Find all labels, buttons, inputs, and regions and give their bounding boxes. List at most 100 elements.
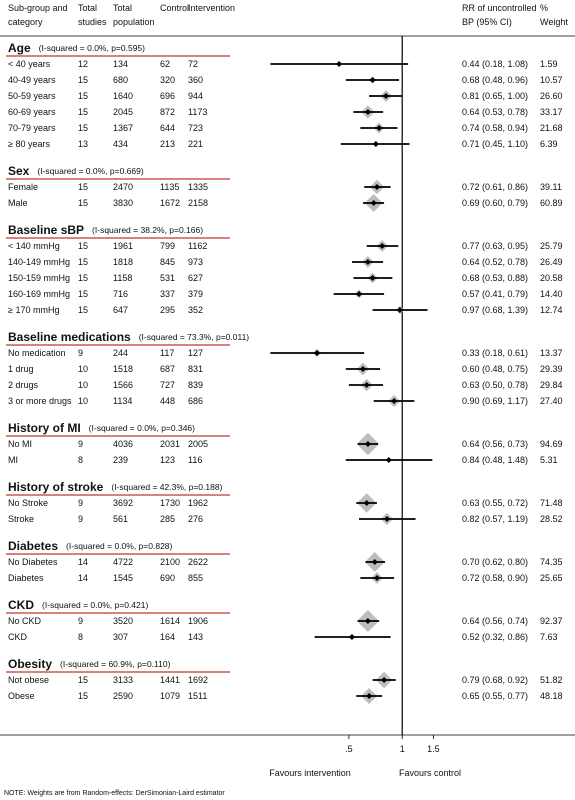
cell-weight-label: 13.37 [540,348,563,358]
cell-studies: 9 [78,439,83,449]
cell-control: 690 [160,573,175,583]
cell-population: 3830 [113,198,133,208]
cell-studies: 12 [78,59,88,69]
group-name: Baseline medications [8,330,131,344]
cell-control: 1441 [160,675,180,685]
x-tick-label: .5 [345,744,353,754]
cell-population: 1518 [113,364,133,374]
group-stat: (I-squared = 0.0%, p=0.595) [39,43,145,53]
column-header: RR of uncontrolled [462,3,537,13]
point-estimate [364,441,371,447]
cell-control: 687 [160,364,175,374]
cell-label: ≥ 170 mmHg [8,305,59,315]
point-estimate [366,693,373,699]
column-header: Weight [540,17,568,27]
cell-weight-label: 33.17 [540,107,563,117]
cell-population: 1566 [113,380,133,390]
cell-control: 295 [160,305,175,315]
cell-studies: 8 [78,455,83,465]
cell-population: 647 [113,305,128,315]
cell-control: 164 [160,632,175,642]
cell-intervention: 627 [188,273,203,283]
cell-population: 1818 [113,257,133,267]
cell-control: 123 [160,455,175,465]
cell-intervention: 839 [188,380,203,390]
group-stat: (I-squared = 0.0%, p=0.346) [89,423,195,433]
cell-ci-label: 0.60 (0.48, 0.75) [462,364,528,374]
column-header: Sub-group and [8,3,68,13]
point-estimate [370,200,377,206]
cell-intervention: 944 [188,91,203,101]
cell-population: 1961 [113,241,133,251]
cell-studies: 15 [78,273,88,283]
cell-intervention: 1173 [188,107,207,117]
cell-ci-label: 0.74 (0.58, 0.94) [462,123,528,133]
cell-studies: 15 [78,241,88,251]
x-tick-label: 1.5 [427,744,440,754]
cell-label: No MI [8,439,32,449]
cell-population: 561 [113,514,128,524]
cell-control: 799 [160,241,175,251]
cell-population: 3692 [113,498,133,508]
cell-studies: 9 [78,616,83,626]
cell-intervention: 1162 [188,241,207,251]
cell-studies: 15 [78,182,88,192]
cell-label: No Diabetes [8,557,58,567]
cell-weight-label: 26.60 [540,91,563,101]
point-estimate [383,516,390,522]
cell-ci-label: 0.64 (0.53, 0.78) [462,107,528,117]
cell-ci-label: 0.64 (0.56, 0.74) [462,616,528,626]
cell-label: Stroke [8,514,34,524]
cell-control: 727 [160,380,175,390]
cell-label: Female [8,182,38,192]
cell-ci-label: 0.90 (0.69, 1.17) [462,396,528,406]
cell-ci-label: 0.84 (0.48, 1.48) [462,455,528,465]
cell-ci-label: 0.69 (0.60, 0.79) [462,198,528,208]
cell-label: 70-79 years [8,123,56,133]
cell-label: CKD [8,632,28,642]
cell-ci-label: 0.82 (0.57, 1.19) [462,514,528,524]
cell-population: 239 [113,455,128,465]
cell-control: 337 [160,289,175,299]
cell-label: No CKD [8,616,42,626]
cell-weight-label: 39.11 [540,182,562,192]
cell-intervention: 831 [188,364,203,374]
cell-weight-label: 92.37 [540,616,563,626]
group-stat: (I-squared = 0.0%, p=0.828) [66,541,172,551]
column-header: Total [78,3,97,13]
group-name: History of MI [8,421,81,435]
cell-ci-label: 0.70 (0.62, 0.80) [462,557,528,567]
cell-weight-label: 29.39 [540,364,563,374]
cell-control: 644 [160,123,175,133]
cell-ci-label: 0.97 (0.68, 1.39) [462,305,528,315]
cell-label: < 140 mmHg [8,241,60,251]
cell-label: MI [8,455,18,465]
point-estimate [313,350,320,356]
cell-ci-label: 0.52 (0.32, 0.86) [462,632,528,642]
group-name: Age [8,41,31,55]
cell-intervention: 1692 [188,675,208,685]
point-estimate [363,500,370,506]
x-tick-label: 1 [400,744,405,754]
cell-label: Not obese [8,675,49,685]
column-header: category [8,17,43,27]
cell-population: 716 [113,289,128,299]
cell-population: 2045 [113,107,133,117]
point-estimate [385,457,392,463]
cell-weight-label: 21.68 [540,123,563,133]
cell-studies: 15 [78,691,88,701]
point-estimate [359,366,366,372]
cell-ci-label: 0.68 (0.48, 0.96) [462,75,528,85]
group-name: Obesity [8,657,52,671]
point-estimate [369,275,376,281]
point-estimate [391,398,398,404]
group-name: Sex [8,164,30,178]
cell-population: 2590 [113,691,133,701]
cell-studies: 15 [78,305,88,315]
cell-intervention: 143 [188,632,203,642]
group-name: CKD [8,598,34,612]
cell-ci-label: 0.64 (0.52, 0.78) [462,257,528,267]
cell-ci-label: 0.33 (0.18, 0.61) [462,348,528,358]
cell-ci-label: 0.71 (0.45, 1.10) [462,139,528,149]
cell-control: 1672 [160,198,180,208]
